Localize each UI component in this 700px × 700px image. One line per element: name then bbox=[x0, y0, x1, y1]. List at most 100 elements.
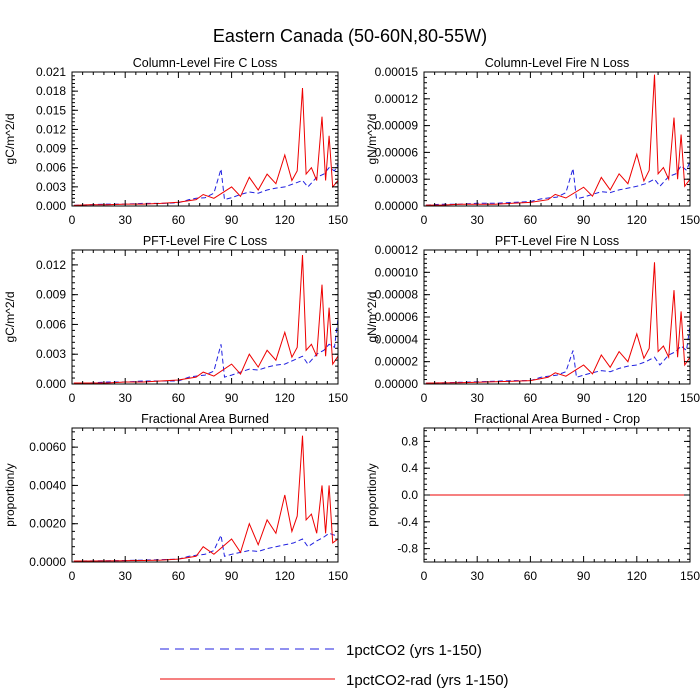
y-tick-label-col-c: 0.015 bbox=[36, 103, 66, 117]
plot-frame-col-n bbox=[423, 71, 691, 207]
legend-label-1pctco2: 1pctCO2 (yrs 1-150) bbox=[346, 642, 482, 659]
y-tick-label-pft-c: 0.003 bbox=[36, 347, 66, 361]
x-tick-label-area: 30 bbox=[119, 569, 133, 583]
y-tick-label-area: 0.0060 bbox=[29, 440, 66, 454]
y-tick-label-pft-n: 0.00006 bbox=[375, 310, 419, 324]
series-line-pft-c-1 bbox=[73, 254, 339, 384]
x-tick-label-pft-c: 60 bbox=[172, 391, 186, 405]
y-tick-label-col-c: 0.000 bbox=[36, 199, 66, 213]
x-tick-label-pft-c: 0 bbox=[69, 391, 76, 405]
panel-col-n: 0 30 60 90 120 150 0.00000 0.00003 0.00006 0.0000… bbox=[365, 56, 700, 227]
y-axis-label-pft-c: gC/m^2/d bbox=[3, 292, 17, 343]
y-tick-label-col-c: 0.006 bbox=[36, 161, 66, 175]
x-tick-label-col-c: 60 bbox=[172, 213, 186, 227]
panel-title-area: Fractional Area Burned bbox=[141, 412, 269, 426]
x-tick-label-col-c: 120 bbox=[275, 213, 295, 227]
y-tick-label-pft-n: 0.00010 bbox=[375, 265, 419, 279]
y-tick-label-pft-n: 0.00012 bbox=[375, 243, 419, 257]
panel-title-pft-c: PFT-Level Fire C Loss bbox=[143, 234, 267, 248]
x-tick-label-col-c: 30 bbox=[119, 213, 133, 227]
x-tick-label-pft-n: 60 bbox=[524, 391, 538, 405]
series-line-area-1 bbox=[73, 435, 339, 562]
panel-pft-c: 0 30 60 90 120 150 0.000 0.003 0.006 0.009 0.012 PF… bbox=[3, 234, 348, 405]
y-tick-label-pft-c: 0.006 bbox=[36, 317, 66, 331]
y-tick-label-area: 0.0020 bbox=[29, 517, 66, 531]
y-tick-label-col-c: 0.021 bbox=[36, 65, 66, 79]
y-tick-label-crop: -0.8 bbox=[397, 542, 418, 556]
y-axis-label-crop: proportion/y bbox=[365, 463, 379, 526]
panel-title-col-c: Column-Level Fire C Loss bbox=[133, 56, 278, 70]
y-tick-label-pft-c: 0.009 bbox=[36, 288, 66, 302]
y-tick-label-pft-n: 0.00000 bbox=[375, 377, 419, 391]
y-tick-label-col-c: 0.009 bbox=[36, 142, 66, 156]
y-tick-label-area: 0.0000 bbox=[29, 555, 66, 569]
x-tick-label-area: 90 bbox=[225, 569, 239, 583]
legend-label-1pctco2-rad: 1pctCO2-rad (yrs 1-150) bbox=[346, 672, 509, 689]
x-tick-label-area: 120 bbox=[275, 569, 295, 583]
y-tick-label-col-c: 0.003 bbox=[36, 180, 66, 194]
y-tick-label-pft-n: 0.00002 bbox=[375, 355, 419, 369]
series-line-pft-n-1 bbox=[425, 262, 691, 384]
x-tick-label-pft-n: 120 bbox=[627, 391, 647, 405]
y-tick-label-crop: -0.4 bbox=[397, 515, 418, 529]
legend: 1pctCO2 (yrs 1-150) 1pctCO2-rad (yrs 1-1… bbox=[160, 642, 509, 689]
y-tick-label-pft-n: 0.00008 bbox=[375, 288, 419, 302]
panels-group: 0 30 60 90 120 1500.0000.0030.0060.0090.0120.… bbox=[3, 56, 700, 583]
x-tick-label-pft-c: 90 bbox=[225, 391, 239, 405]
x-tick-label-pft-n: 90 bbox=[577, 391, 591, 405]
plot-frame-area bbox=[71, 427, 339, 563]
x-tick-label-pft-c: 150 bbox=[328, 391, 348, 405]
series-line-area-0 bbox=[73, 532, 339, 562]
series-line-col-n-0 bbox=[425, 161, 691, 206]
x-tick-label-col-n: 150 bbox=[680, 213, 700, 227]
x-tick-label-crop: 150 bbox=[680, 569, 700, 583]
series-line-pft-n-0 bbox=[425, 325, 691, 384]
x-tick-label-col-n: 120 bbox=[627, 213, 647, 227]
y-tick-label-col-n: 0.00009 bbox=[375, 119, 419, 133]
x-tick-label-area: 150 bbox=[328, 569, 348, 583]
y-axis-label-area: proportion/y bbox=[3, 463, 17, 526]
y-axis-label-pft-n: gN/m^2/d bbox=[365, 292, 379, 343]
y-tick-label-pft-n: 0.00004 bbox=[375, 332, 419, 346]
panel-title-pft-n: PFT-Level Fire N Loss bbox=[495, 234, 619, 248]
x-tick-label-pft-c: 120 bbox=[275, 391, 295, 405]
panel-crop: 0 30 60 90 120 150 -0.8 -0.4 0.0 0.4 0.8 Fractional… bbox=[365, 412, 700, 583]
x-tick-label-col-n: 60 bbox=[524, 213, 538, 227]
y-tick-label-col-n: 0.00000 bbox=[375, 199, 419, 213]
x-tick-label-area: 0 bbox=[69, 569, 76, 583]
x-tick-label-pft-n: 150 bbox=[680, 391, 700, 405]
series-line-col-c-0 bbox=[73, 164, 339, 206]
y-tick-label-col-n: 0.00003 bbox=[375, 172, 419, 186]
x-tick-label-pft-n: 30 bbox=[471, 391, 485, 405]
figure-title: Eastern Canada (50-60N,80-55W) bbox=[213, 26, 487, 46]
y-tick-label-pft-c: 0.000 bbox=[36, 377, 66, 391]
plot-frame-col-c bbox=[71, 71, 339, 207]
x-tick-label-area: 60 bbox=[172, 569, 186, 583]
y-tick-label-crop: 0.4 bbox=[401, 461, 418, 475]
x-tick-label-crop: 30 bbox=[471, 569, 485, 583]
x-tick-label-pft-c: 30 bbox=[119, 391, 133, 405]
plot-frame-pft-c bbox=[71, 249, 339, 385]
x-tick-label-col-c: 0 bbox=[69, 213, 76, 227]
panel-col-c: 0 30 60 90 120 150 0.000 0.003 0.006 0.009 0.012 0.… bbox=[3, 56, 348, 227]
x-tick-label-crop: 120 bbox=[627, 569, 647, 583]
panel-area: 0 30 60 90 120 150 0.0000 0.0020 0.0040 0.0060 Fra… bbox=[3, 412, 348, 583]
x-tick-label-col-n: 90 bbox=[577, 213, 591, 227]
y-tick-label-col-n: 0.00012 bbox=[375, 92, 419, 106]
series-line-col-n-1 bbox=[425, 74, 691, 206]
y-axis-label-col-n: gN/m^2/d bbox=[365, 114, 379, 165]
y-tick-label-col-c: 0.012 bbox=[36, 122, 66, 136]
x-tick-label-col-n: 0 bbox=[421, 213, 428, 227]
y-tick-label-crop: 0.0 bbox=[401, 488, 418, 502]
panel-title-col-n: Column-Level Fire N Loss bbox=[485, 56, 630, 70]
panel-pft-n: 0 30 60 90 120 150 0.00000 0.00002 0.00004 0.0000… bbox=[365, 234, 700, 405]
panel-title-crop: Fractional Area Burned - Crop bbox=[474, 412, 640, 426]
y-tick-label-col-n: 0.00015 bbox=[375, 65, 419, 79]
series-line-pft-c-0 bbox=[73, 318, 339, 384]
series-line-col-c-1 bbox=[73, 87, 339, 206]
plot-frame-pft-n bbox=[423, 249, 691, 385]
y-axis-label-col-c: gC/m^2/d bbox=[3, 114, 17, 165]
y-tick-label-crop: 0.8 bbox=[401, 434, 418, 448]
y-tick-label-pft-c: 0.012 bbox=[36, 258, 66, 272]
